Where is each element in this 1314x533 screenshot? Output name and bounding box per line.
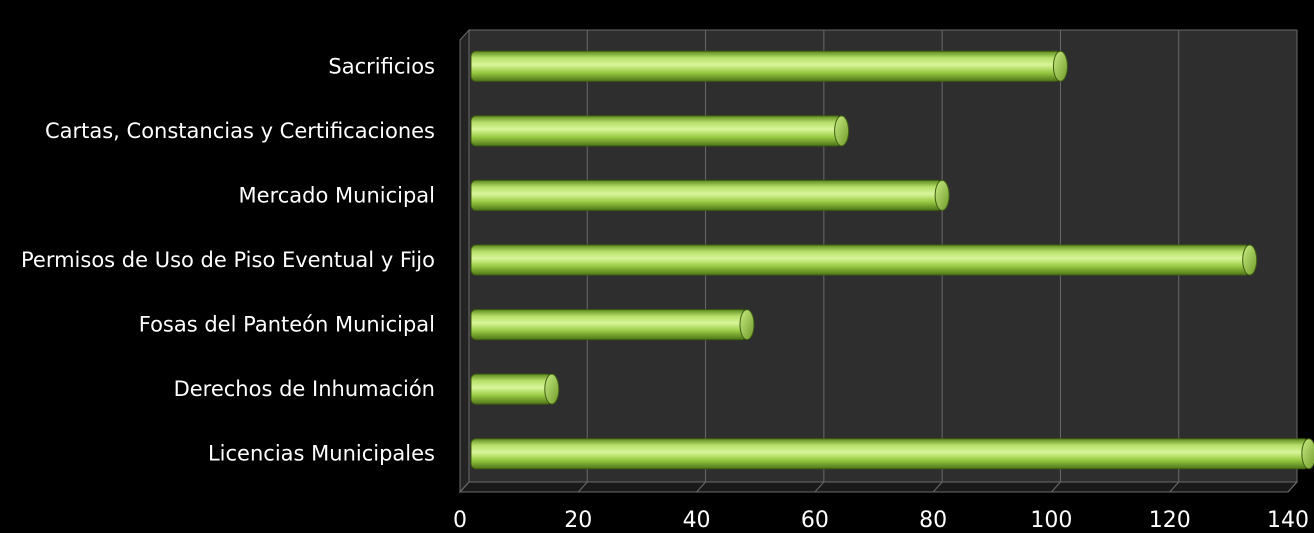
- plot-side-wall: [459, 28, 470, 494]
- category-label: Derechos de Inhumación: [174, 377, 435, 401]
- bar: [470, 115, 850, 147]
- gridline-floor: [1051, 481, 1061, 493]
- bar-body: [470, 50, 1061, 82]
- x-tick-label: 100: [1030, 508, 1072, 533]
- x-tick-label: 20: [564, 508, 592, 533]
- category-label: Cartas, Constancias y Certificaciones: [45, 119, 435, 143]
- bar-body: [470, 438, 1310, 470]
- bar-end-cap: [1052, 50, 1068, 82]
- bar-end-cap: [544, 373, 560, 405]
- category-label: Fosas del Panteón Municipal: [139, 313, 435, 337]
- bar: [470, 244, 1258, 276]
- bar-body: [470, 309, 748, 341]
- x-tick-label: 40: [683, 508, 711, 533]
- bar: [470, 309, 755, 341]
- bar-body: [470, 244, 1251, 276]
- bar: [470, 438, 1314, 470]
- category-label: Licencias Municipales: [208, 442, 435, 466]
- x-axis-tick-labels: 0 20 40 60 80 100 120 140: [453, 508, 1309, 533]
- gridline-floor: [459, 481, 470, 493]
- x-tick-label: 80: [919, 508, 947, 533]
- x-tick-label: 0: [453, 508, 467, 533]
- x-tick-label: 60: [801, 508, 829, 533]
- bar-end-cap: [934, 179, 950, 211]
- bars: [470, 50, 1314, 470]
- gridline-floor: [814, 481, 825, 493]
- bar-end-cap: [739, 309, 755, 341]
- category-label: Permisos de Uso de Piso Eventual y Fijo: [21, 248, 435, 272]
- x-tick-label: 120: [1149, 508, 1191, 533]
- bar-end-cap: [1301, 438, 1314, 470]
- gridline-floor: [696, 481, 706, 493]
- gridline-floor: [1169, 481, 1180, 493]
- category-label: Sacrificios: [328, 54, 435, 78]
- gridline-floor: [1287, 481, 1298, 493]
- bar-body: [470, 179, 943, 211]
- gridline-floor: [932, 481, 943, 493]
- bar-body: [470, 373, 553, 405]
- bar: [470, 179, 950, 211]
- bar-body: [470, 115, 843, 147]
- category-labels: Sacrificios Cartas, Constancias y Certifi…: [21, 54, 435, 465]
- bar: [470, 50, 1068, 82]
- bar-end-cap: [1242, 244, 1258, 276]
- x-tick-label: 140: [1267, 508, 1309, 533]
- gridline-floor: [577, 481, 588, 493]
- category-label: Mercado Municipal: [239, 183, 435, 207]
- bar: [470, 373, 560, 405]
- bar-end-cap: [834, 115, 850, 147]
